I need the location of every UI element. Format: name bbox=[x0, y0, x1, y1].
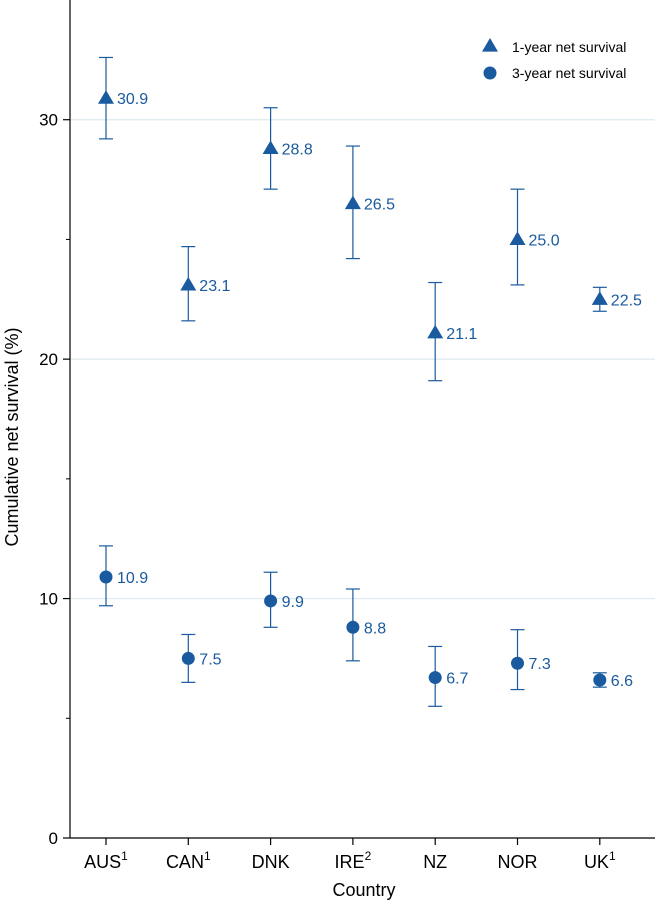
legend-triangle-marker bbox=[482, 38, 498, 52]
gridlines bbox=[70, 119, 655, 600]
data-label: 9.9 bbox=[282, 594, 304, 611]
y-tick-label: 30 bbox=[39, 111, 58, 130]
x-tick-label-superscript: 1 bbox=[121, 849, 128, 863]
y-tick-label: 0 bbox=[49, 829, 58, 848]
data-label: 21.1 bbox=[446, 326, 477, 343]
circle-point bbox=[593, 673, 607, 687]
data-label: 8.8 bbox=[364, 620, 386, 637]
data-label: 26.5 bbox=[364, 197, 395, 214]
x-tick-label-superscript: 2 bbox=[365, 849, 372, 863]
legend-circle-marker bbox=[483, 66, 497, 80]
triangle-point bbox=[427, 324, 444, 339]
triangle-point bbox=[98, 90, 114, 104]
x-tick-label: DNK bbox=[252, 852, 290, 872]
data-series: 30.9 23.1 28.8 26.5 21.1 25.0 22.5 10.9 7.5 9.9 8.… bbox=[98, 56, 642, 707]
data-label: 25.0 bbox=[529, 232, 560, 249]
circle-point bbox=[346, 620, 360, 634]
y-axis-ticks: 0 10 20 30 bbox=[39, 111, 70, 848]
y-tick-label: 10 bbox=[39, 590, 58, 609]
y-tick-label: 20 bbox=[39, 350, 58, 369]
data-label: 6.6 bbox=[611, 673, 633, 690]
x-tick-label-text: IRE bbox=[335, 852, 365, 872]
data-label: 7.3 bbox=[529, 656, 551, 673]
x-tick-label-text: CAN bbox=[166, 852, 204, 872]
data-label: 6.7 bbox=[446, 671, 468, 688]
triangle-point bbox=[180, 276, 197, 291]
x-tick-label-text: NZ bbox=[423, 852, 447, 872]
x-axis-label: Country bbox=[332, 880, 395, 900]
x-tick-label-text: NOR bbox=[498, 852, 538, 872]
circle-point bbox=[428, 671, 442, 685]
x-tick-label: CAN1 bbox=[166, 849, 211, 872]
circle-point bbox=[264, 594, 278, 608]
legend-label: 3-year net survival bbox=[512, 65, 626, 81]
data-label: 28.8 bbox=[282, 141, 313, 158]
x-tick-label-text: DNK bbox=[252, 852, 290, 872]
x-tick-label: NOR bbox=[498, 852, 538, 872]
triangle-point bbox=[509, 231, 526, 246]
triangle-point bbox=[262, 140, 279, 155]
x-tick-label-text: UK bbox=[584, 852, 609, 872]
x-tick-label: NZ bbox=[423, 852, 447, 872]
axes bbox=[69, 0, 655, 839]
y-axis-label: Cumulative net survival (%) bbox=[2, 327, 22, 546]
series-one-year: 30.9 23.1 28.8 26.5 21.1 25.0 22.5 bbox=[98, 56, 642, 382]
data-label: 7.5 bbox=[199, 651, 221, 668]
legend: 1-year net survival 3-year net survival bbox=[482, 38, 626, 81]
data-label: 30.9 bbox=[117, 91, 148, 108]
x-tick-label-superscript: 1 bbox=[609, 849, 616, 863]
x-tick-label: UK1 bbox=[584, 849, 616, 872]
circle-point bbox=[181, 651, 195, 665]
series-three-year: 10.9 7.5 9.9 8.8 6.7 7.3 6.6 bbox=[99, 545, 633, 707]
x-axis-ticks: AUS1 CAN1 DNK IRE2 NZ NOR UK1 bbox=[84, 838, 616, 872]
data-label: 22.5 bbox=[611, 292, 642, 309]
x-tick-label: IRE2 bbox=[335, 849, 372, 872]
circle-point bbox=[511, 656, 524, 670]
triangle-point bbox=[591, 291, 608, 305]
circle-point bbox=[99, 570, 113, 584]
x-tick-label: AUS1 bbox=[84, 849, 128, 872]
x-tick-label-superscript: 1 bbox=[204, 849, 211, 863]
data-label: 10.9 bbox=[117, 570, 148, 587]
legend-label: 1-year net survival bbox=[512, 39, 626, 55]
data-label: 23.1 bbox=[199, 278, 230, 295]
triangle-point bbox=[344, 195, 361, 210]
x-tick-label-text: AUS bbox=[84, 852, 121, 872]
